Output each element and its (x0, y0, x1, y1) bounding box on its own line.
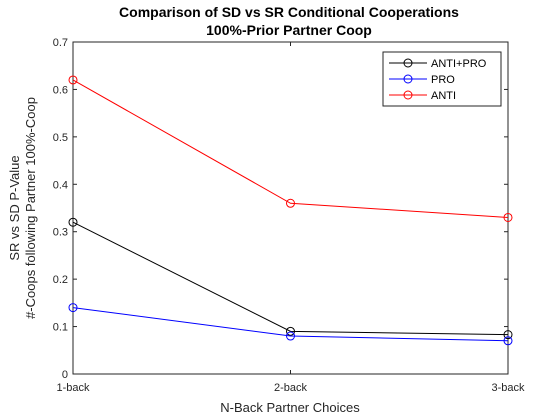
y-tick-label: 0.2 (53, 274, 68, 286)
y-tick-label: 0.6 (53, 84, 68, 96)
legend-label-anti-pro: ANTI+PRO (431, 58, 487, 70)
legend: ANTI+PRO PRO ANTI (383, 52, 501, 106)
y-tick-label: 0.7 (53, 37, 68, 49)
y-tick-label: 0.4 (53, 179, 68, 191)
chart-title-line-2: 100%-Prior Partner Coop (206, 22, 372, 38)
x-tick-label: 2-back (274, 382, 308, 394)
legend-label-anti: ANTI (431, 90, 456, 102)
x-tick-label: 3-back (491, 382, 525, 394)
x-axis-label: N-Back Partner Choices (220, 400, 360, 415)
y-tick-label: 0.1 (53, 322, 68, 334)
y-tick-label: 0.3 (53, 227, 68, 239)
legend-label-pro: PRO (431, 74, 455, 86)
y-tick-label: 0 (62, 369, 68, 381)
y-axis-label-line-1: SR vs SD P-Value (7, 155, 22, 260)
chart-title-line-1: Comparison of SD vs SR Conditional Coope… (119, 4, 459, 20)
y-tick-label: 0.5 (53, 132, 68, 144)
x-tick-label: 1-back (56, 382, 90, 394)
y-axis-label-line-2: #-Coops following Partner 100%-Coop (23, 97, 38, 319)
